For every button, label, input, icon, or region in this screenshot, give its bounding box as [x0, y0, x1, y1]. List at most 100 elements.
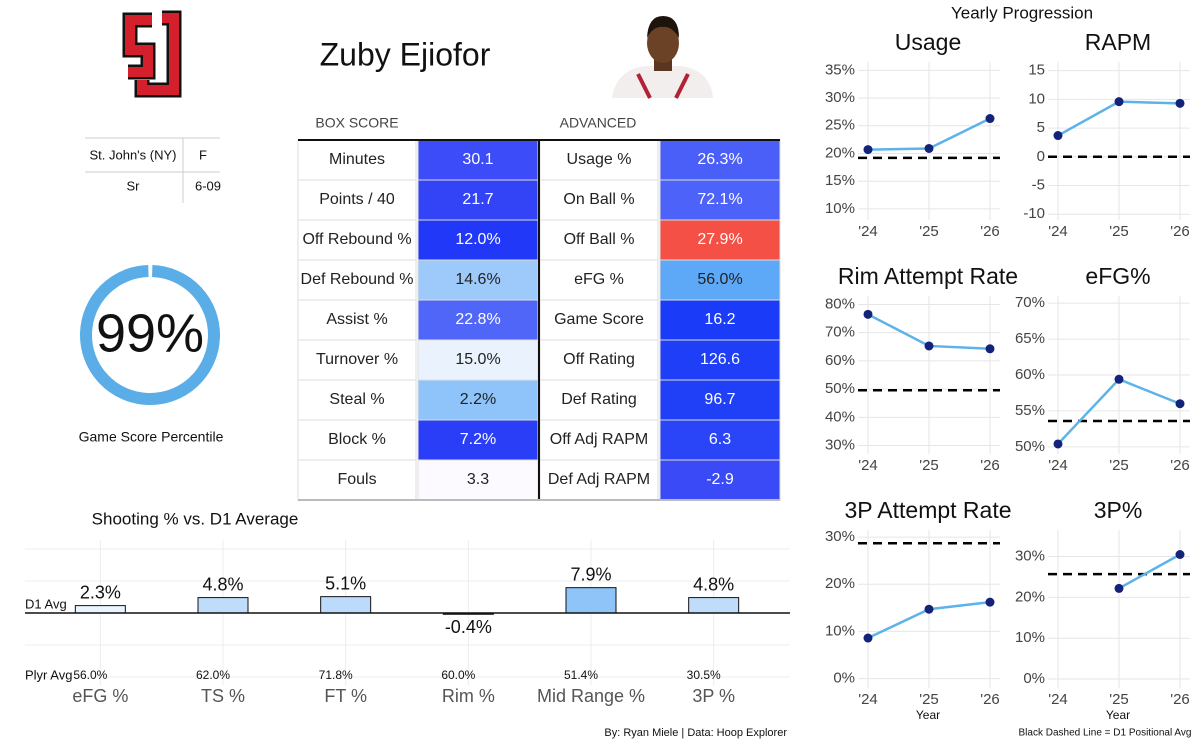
chart-title: eFG%	[1085, 263, 1150, 289]
x-tick-label: '26	[980, 223, 1000, 240]
percentile-ring	[79, 265, 220, 405]
info-table-lines	[85, 137, 220, 203]
y-tick-label: 0	[1037, 148, 1045, 165]
stat-label: Fouls	[337, 471, 376, 488]
x-tick-label: '26	[980, 691, 1000, 708]
value-cell	[417, 419, 539, 461]
value-cell	[417, 259, 539, 301]
y-tick-label: 60%	[1015, 366, 1045, 383]
stat-value: -2.9	[706, 471, 734, 488]
value-cell	[659, 459, 781, 501]
label-cell	[539, 259, 659, 301]
point	[1053, 131, 1063, 141]
label-cell	[539, 179, 659, 221]
y-tick-label: 50%	[825, 380, 855, 397]
bar	[74, 605, 126, 614]
y-tick-label: 0%	[833, 670, 855, 687]
point	[1114, 583, 1124, 593]
point	[1175, 399, 1185, 409]
stat-value: 72.1%	[697, 191, 742, 208]
stat-label: Block %	[328, 431, 386, 448]
x-tick-label: '24	[858, 691, 878, 708]
y-tick-label: 50%	[1015, 438, 1045, 455]
label-cell	[297, 259, 417, 301]
footnote: Black Dashed Line = D1 Positional Avg	[1019, 728, 1192, 739]
stat-value: 16.2	[704, 311, 735, 328]
label-cell	[297, 179, 417, 221]
x-tick-label: '25	[919, 691, 939, 708]
label-cell	[297, 379, 417, 421]
stat-label: On Ball %	[563, 191, 634, 208]
stat-label: Off Adj RAPM	[550, 431, 648, 448]
y-tick-label: 10%	[1015, 629, 1045, 646]
progression-title: Yearly Progression	[951, 3, 1093, 22]
y-tick-label: 30%	[825, 437, 855, 454]
x-tick-label: 3P %	[692, 686, 735, 706]
point	[924, 341, 934, 351]
stat-label: Turnover %	[316, 351, 398, 368]
chart-title: 3P%	[1094, 497, 1143, 523]
value-label: -0.4%	[445, 617, 492, 637]
point	[1053, 439, 1063, 449]
x-tick-label: '24	[1048, 457, 1068, 474]
y-tick-label: 80%	[825, 295, 855, 312]
y-tick-label: 10	[1028, 90, 1045, 107]
point	[924, 143, 934, 153]
label-cell	[539, 419, 659, 461]
value-cell	[417, 379, 539, 421]
x-tick-label: '25	[1109, 223, 1129, 240]
x-tick-label: Mid Range %	[537, 686, 645, 706]
y-tick-label: 35%	[825, 61, 855, 78]
y-tick-label: 0%	[1023, 670, 1045, 687]
value-label: 4.8%	[693, 574, 734, 594]
chart-title: Shooting % vs. D1 Average	[92, 509, 299, 528]
stat-label: Assist %	[326, 311, 387, 328]
baseline-label: D1 Avg	[25, 596, 67, 611]
x-tick-label: '25	[919, 457, 939, 474]
player-avg: 60.0%	[441, 668, 475, 682]
chart-title: 3P Attempt Rate	[844, 497, 1011, 523]
x-tick-label: '26	[1170, 691, 1190, 708]
x-tick-label: '25	[919, 223, 939, 240]
stat-label: Minutes	[329, 151, 385, 168]
point	[985, 344, 995, 354]
x-tick-label: '25	[1109, 691, 1129, 708]
y-tick-label: 30%	[1015, 548, 1045, 565]
value-cell	[659, 379, 781, 421]
team-logo	[122, 10, 182, 98]
stat-value: 27.9%	[697, 231, 742, 248]
stat-value: 2.2%	[460, 391, 496, 408]
point	[863, 145, 873, 155]
stat-label: eFG %	[574, 271, 624, 288]
stat-value: 14.6%	[455, 271, 500, 288]
bar	[320, 596, 372, 614]
stat-value: 15.0%	[455, 351, 500, 368]
value-cell	[659, 139, 781, 181]
y-tick-label: 20%	[825, 144, 855, 161]
label-cell	[297, 459, 417, 501]
bar	[197, 597, 249, 614]
value-label: 5.1%	[325, 573, 366, 593]
y-tick-label: 15	[1028, 62, 1045, 79]
y-tick-label: 30%	[825, 528, 855, 545]
percentile-value: 99%	[96, 303, 204, 363]
stat-label: Off Rebound %	[302, 231, 411, 248]
y-tick-label: 55%	[1015, 402, 1045, 419]
value-cell	[417, 299, 539, 341]
table-header: BOX SCORE	[315, 115, 398, 131]
stat-value: 22.8%	[455, 311, 500, 328]
value-label: 2.3%	[80, 582, 121, 602]
value-cell	[417, 339, 539, 381]
y-tick-label: -5	[1032, 176, 1045, 193]
stat-value: 3.3	[467, 471, 489, 488]
stat-value: 21.7	[462, 191, 493, 208]
label-cell	[297, 299, 417, 341]
value-cell	[417, 139, 539, 181]
bar	[565, 587, 617, 614]
bar	[688, 597, 740, 614]
x-tick-label: FT %	[324, 686, 367, 706]
y-tick-label: 5	[1037, 119, 1045, 136]
value-cell	[659, 339, 781, 381]
chart-title: Rim Attempt Rate	[838, 263, 1018, 289]
